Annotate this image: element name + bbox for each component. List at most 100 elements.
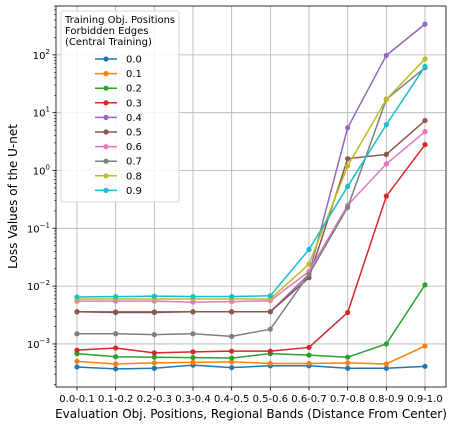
data-point <box>306 271 312 277</box>
legend-swatch-marker <box>103 144 109 150</box>
x-tick-label: 0.7-0.8 <box>330 394 365 405</box>
series-line <box>76 144 426 354</box>
legend-label: 0.2 <box>126 84 142 95</box>
data-point <box>383 161 389 167</box>
data-point <box>113 361 119 367</box>
data-point <box>345 204 351 210</box>
legend: Training Obj. Positions Forbidden Edges … <box>60 10 180 203</box>
legend-entry-0.7: 0.7 <box>95 157 142 168</box>
data-point <box>345 163 351 169</box>
data-point <box>229 364 235 371</box>
legend-swatch-marker <box>103 173 109 179</box>
data-point <box>422 343 428 349</box>
data-point <box>345 354 351 360</box>
data-point <box>267 326 273 332</box>
data-point <box>306 352 312 358</box>
data-point <box>422 142 428 148</box>
legend-entry-0.4: 0.4 <box>95 113 142 124</box>
legend-swatch-marker <box>103 100 109 106</box>
legend-swatch-marker <box>103 187 109 193</box>
data-point <box>267 348 273 354</box>
data-point <box>422 282 428 288</box>
legend-label: 0.7 <box>126 157 142 168</box>
data-point <box>383 151 389 157</box>
legend-label: 0.4 <box>126 113 142 124</box>
data-point <box>113 309 119 316</box>
legend-swatch-marker <box>103 129 109 135</box>
data-point <box>229 355 235 361</box>
data-point <box>151 332 157 338</box>
data-point <box>151 354 157 360</box>
data-point <box>190 349 196 355</box>
data-point <box>151 350 157 356</box>
x-axis-label: Evaluation Obj. Positions, Regional Band… <box>55 407 447 421</box>
legend-entry-0.6: 0.6 <box>95 142 142 153</box>
data-point <box>74 347 80 353</box>
series-line <box>76 345 426 365</box>
x-tick-label: 0.8-0.9 <box>369 394 404 405</box>
y-tick-label: 102 <box>33 48 50 62</box>
data-point <box>422 56 428 62</box>
data-point <box>383 96 389 102</box>
data-point <box>151 293 157 299</box>
x-tick-label: 0.4-0.5 <box>214 394 249 405</box>
data-point <box>74 364 80 370</box>
y-axis-ticks: 10−3 10−2 10−1 100 101 102 <box>27 5 56 385</box>
legend-entry-0.2: 0.2 <box>95 84 142 95</box>
series-line <box>77 131 426 303</box>
data-point <box>267 309 273 315</box>
data-point <box>74 309 80 315</box>
data-point <box>74 294 80 300</box>
data-point <box>383 122 389 128</box>
legend-swatch-marker <box>103 158 109 164</box>
legend-label: 0.0 <box>126 55 142 66</box>
legend-label: 0.8 <box>126 171 142 182</box>
x-tick-label: 0.1-0.2 <box>98 394 133 405</box>
data-point <box>345 365 351 371</box>
series-line <box>76 284 426 359</box>
series-line <box>77 58 426 300</box>
legend-label: 0.1 <box>126 69 142 80</box>
data-point <box>229 293 235 300</box>
y-tick-label: 10−2 <box>27 279 50 293</box>
data-point <box>422 21 428 27</box>
x-tick-label: 0.3-0.4 <box>175 394 210 405</box>
data-point <box>383 193 389 199</box>
data-point <box>422 129 428 135</box>
legend-swatch-marker <box>103 71 109 77</box>
data-point <box>345 183 351 190</box>
legend-entry-0.3: 0.3 <box>95 98 142 109</box>
data-point <box>229 309 235 315</box>
series-0.2 <box>74 282 428 361</box>
y-axis-label: Loss Values of the U-net <box>6 124 20 269</box>
data-point <box>190 293 196 300</box>
legend-swatch-marker <box>103 56 109 62</box>
legend-swatch-marker <box>103 114 109 120</box>
y-tick-label: 100 <box>33 163 50 177</box>
data-point <box>229 359 235 365</box>
data-point <box>422 63 428 70</box>
data-point <box>190 331 196 337</box>
data-point <box>383 52 389 58</box>
legend-swatch-marker <box>103 85 109 91</box>
data-point <box>190 309 196 315</box>
data-point <box>113 354 119 360</box>
x-tick-label: 0.5-0.6 <box>253 394 288 405</box>
data-point <box>229 348 235 354</box>
data-point <box>422 363 428 369</box>
y-tick-label: 10−1 <box>27 221 50 235</box>
legend-title-line: Training Obj. Positions <box>64 15 175 26</box>
data-point <box>113 345 119 351</box>
series-0.7 <box>74 65 428 340</box>
data-point <box>229 333 235 340</box>
data-point <box>151 365 157 371</box>
x-tick-label: 0.6-0.7 <box>291 394 326 405</box>
data-point <box>113 366 119 372</box>
x-tick-label: 0.9-1.0 <box>407 394 442 405</box>
data-point <box>267 293 273 299</box>
data-point <box>306 344 312 351</box>
legend-entry-0.5: 0.5 <box>95 128 142 139</box>
x-axis-ticks: 0.0-0.1 0.1-0.2 0.2-0.3 0.3-0.4 0.4-0.5 0.5-0… <box>59 387 443 405</box>
series-line <box>77 67 426 338</box>
